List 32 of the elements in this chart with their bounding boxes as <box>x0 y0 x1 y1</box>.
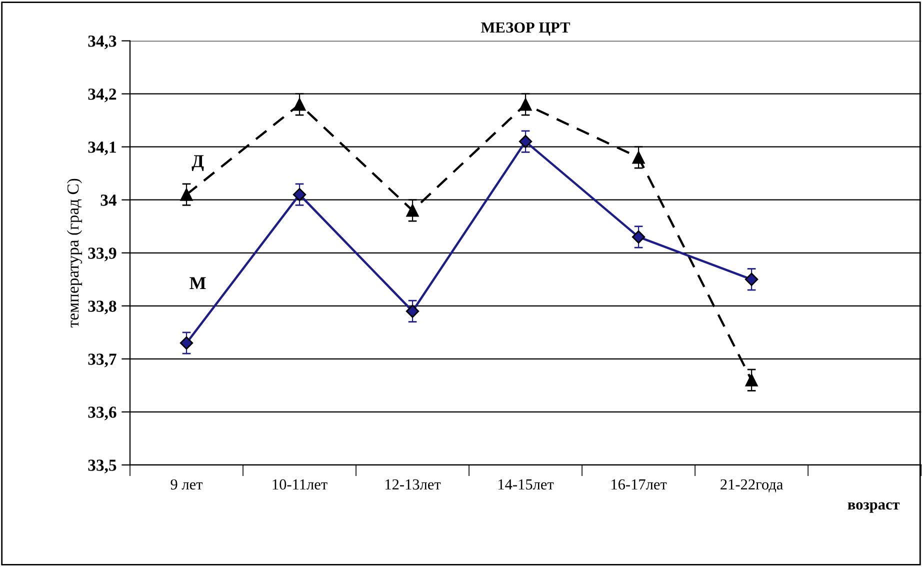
point <box>180 188 193 201</box>
y-axis-title: температура (град С) <box>66 178 82 328</box>
chart-title: МЕЗОР ЦРТ <box>481 22 570 36</box>
x-tick-label: 21-22года <box>720 479 783 492</box>
y-tick-label: 34,3 <box>88 36 116 50</box>
y-tick-label: 33,8 <box>88 300 116 314</box>
x-tick-label: 12-13лет <box>386 479 441 490</box>
point <box>406 304 420 318</box>
point <box>293 98 306 111</box>
x-tick-label: 9 лет <box>170 479 203 490</box>
point <box>519 98 532 111</box>
series-label: Д <box>192 155 204 171</box>
y-tick-label: 33,7 <box>88 354 116 368</box>
y-tick-label: 33,5 <box>88 460 116 474</box>
y-tick-label: 33,9 <box>88 248 116 262</box>
point <box>744 272 758 286</box>
y-tick-label: 34 <box>100 194 116 206</box>
point <box>292 188 306 202</box>
point <box>745 374 758 386</box>
point <box>406 204 419 217</box>
y-tick-label: 34,2 <box>88 88 116 102</box>
series-label: М <box>190 277 206 290</box>
point <box>632 151 645 164</box>
point <box>518 134 532 148</box>
point <box>632 230 646 244</box>
x-tick-label: 14-15лет <box>498 479 554 490</box>
x-tick-label: 10-11лет <box>272 479 328 490</box>
y-tick-label: 33,6 <box>88 406 116 420</box>
y-tick-label: 34,1 <box>88 142 116 156</box>
x-tick-label: 16-17лет <box>612 479 667 490</box>
x-axis-title: возраст <box>848 502 900 513</box>
point <box>180 336 194 350</box>
